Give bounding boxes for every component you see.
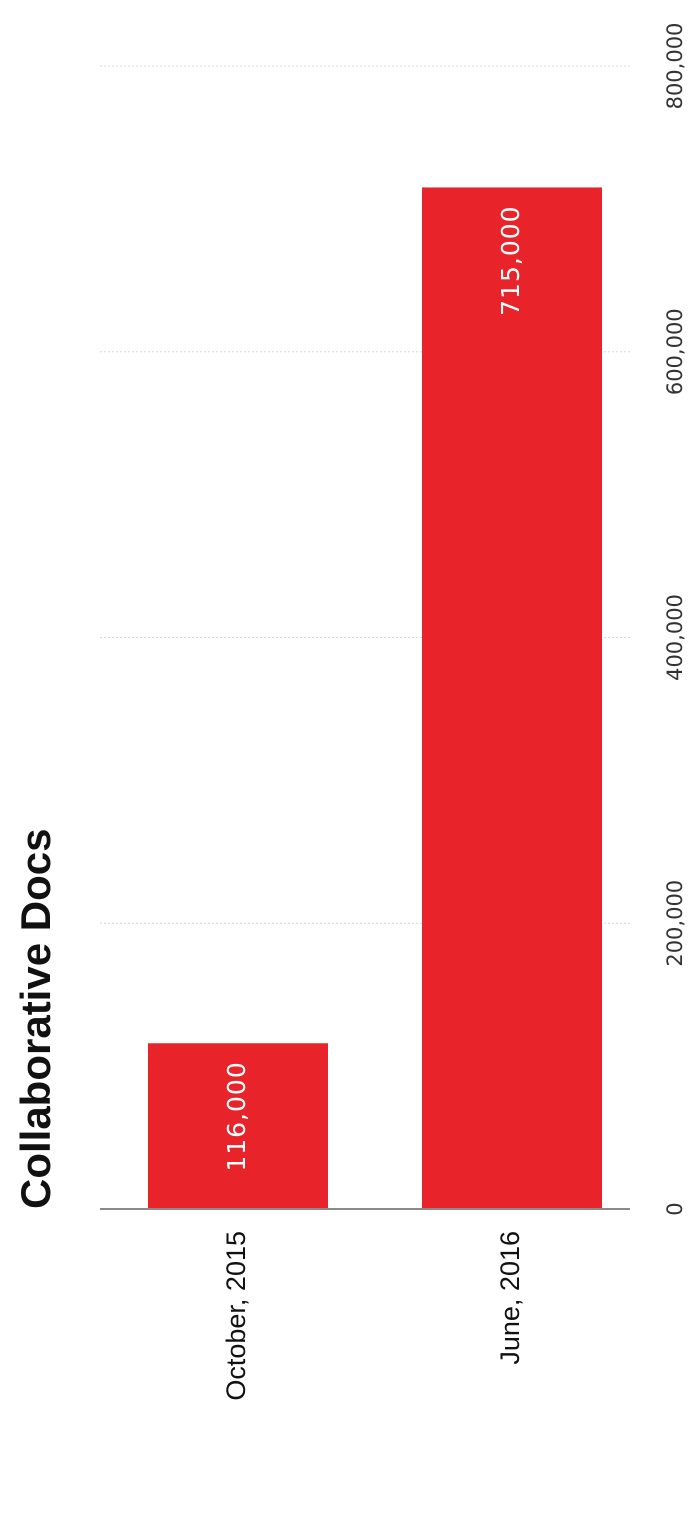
tick-label: 600,000 [663,308,687,395]
bar [422,187,602,1209]
tick-labels: 0 200,000 400,000 600,000 800,000 [663,23,687,1216]
chart-rotated-group: 0 200,000 400,000 600,000 800,000 October, 2… [12,23,687,1401]
bar [148,1043,328,1209]
category-label: June, 2016 [495,1231,525,1365]
data-label: 116,000 [222,1061,251,1171]
category-labels: October, 2015 June, 2016 [221,1231,525,1401]
data-label: 715,000 [496,205,525,315]
value-labels: 116,000 715,000 [222,205,525,1171]
tick-label: 800,000 [663,23,687,110]
chart-title: Collaborative Docs [12,829,59,1209]
bars [148,187,602,1209]
tick-label: 0 [663,1202,687,1215]
tick-label: 200,000 [663,880,687,967]
category-label: October, 2015 [221,1231,251,1401]
tick-label: 400,000 [663,594,687,681]
